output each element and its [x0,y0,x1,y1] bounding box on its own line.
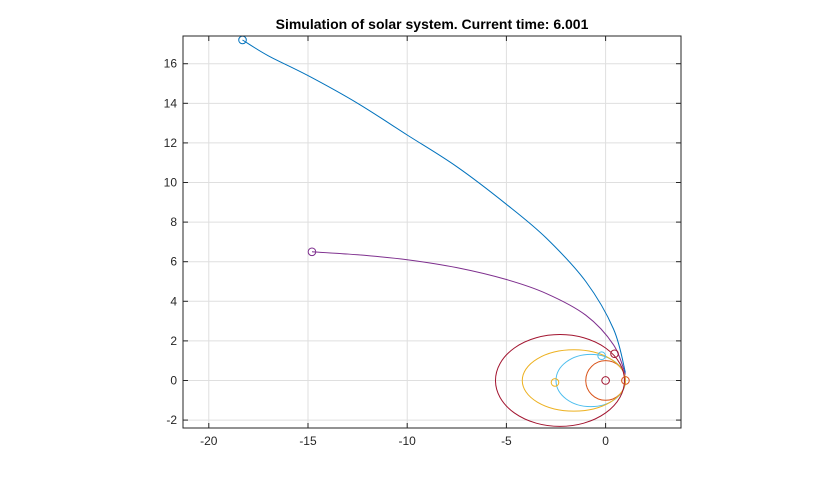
y-tick-label: 0 [170,373,177,387]
orbit-ellipse [521,349,626,412]
y-tick-label: 14 [164,96,178,110]
y-tick-labels: -2 0 2 4 6 8 10 12 14 16 [164,57,178,427]
x-tick-label: -15 [299,434,317,448]
grid [183,36,681,428]
y-tick-label: 4 [170,294,177,308]
axes-box [182,35,682,429]
plot-area [183,36,681,428]
series-group [242,39,626,427]
body-marker [550,378,560,387]
x-tick-label: -10 [399,434,417,448]
ticks [183,36,681,428]
y-tick-label: 8 [170,215,177,229]
x-tick-label: 0 [602,434,609,448]
markers-group [238,35,630,387]
trajectory-line [311,251,626,375]
body-marker [601,376,610,385]
x-tick-label: -20 [200,434,218,448]
y-tick-label: 6 [170,255,177,269]
trajectory-line [242,39,626,373]
x-tick-label: -5 [501,434,512,448]
x-tick-labels: -20 -15 -10 -5 0 [200,434,609,448]
y-tick-label: -2 [166,413,177,427]
y-tick-label: 12 [164,136,178,150]
body-marker [307,247,317,257]
orbit-ellipse [494,334,625,427]
body-marker [621,376,630,385]
y-tick-label: 10 [164,176,178,190]
body-marker [610,349,619,359]
y-tick-label: 2 [170,334,177,348]
y-tick-label: 16 [164,57,178,71]
body-marker [597,351,606,361]
chart-title: Simulation of solar system. Current time… [276,16,589,32]
